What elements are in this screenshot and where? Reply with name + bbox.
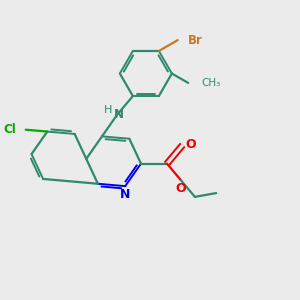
Text: O: O — [185, 137, 196, 151]
Text: N: N — [114, 109, 124, 122]
Text: H: H — [103, 105, 112, 115]
Text: Br: Br — [188, 34, 203, 46]
Text: Cl: Cl — [4, 123, 16, 136]
Text: N: N — [120, 188, 130, 201]
Text: CH₃: CH₃ — [201, 78, 220, 88]
Text: O: O — [176, 182, 186, 195]
